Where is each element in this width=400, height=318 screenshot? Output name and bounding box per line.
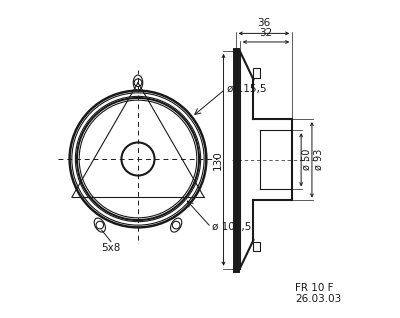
Bar (254, 68, 260, 78)
Text: ø 101,5: ø 101,5 (212, 222, 252, 232)
Text: 36: 36 (257, 18, 270, 28)
Text: ø 115,5: ø 115,5 (227, 84, 266, 94)
Text: ø 93: ø 93 (313, 149, 323, 170)
Text: 32: 32 (259, 28, 273, 38)
Text: 130: 130 (213, 150, 223, 170)
Text: FR 10 F: FR 10 F (295, 283, 334, 293)
Text: 26.03.03: 26.03.03 (295, 294, 342, 304)
Text: ø 50: ø 50 (302, 149, 312, 170)
Bar (254, 242, 260, 251)
Text: 5x8: 5x8 (101, 243, 121, 252)
